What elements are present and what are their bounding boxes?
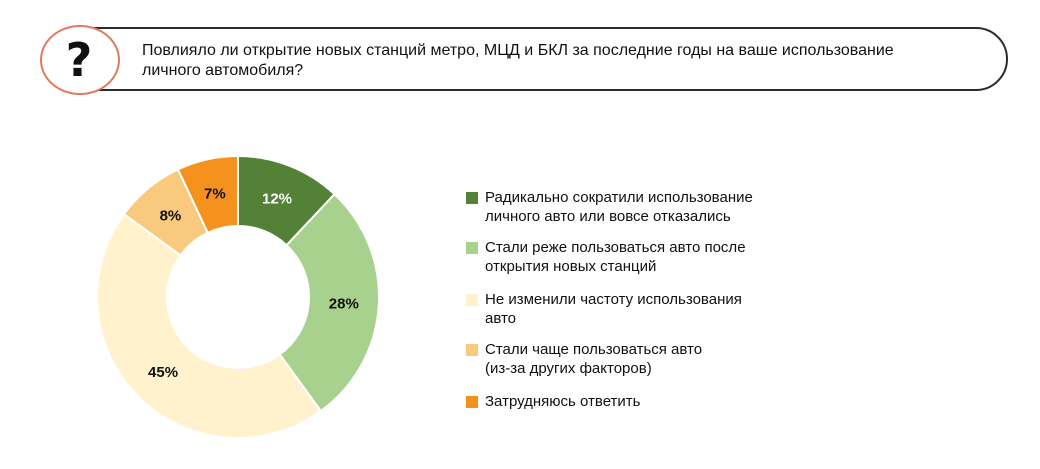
legend-swatch [466,242,478,254]
legend-item-hard-to-say: Затрудняюсь ответить [466,392,826,411]
legend-swatch [466,396,478,408]
question-text-line2: личного автомобиля? [142,62,304,79]
legend-label-line1: Радикально сократили использование [485,189,753,206]
legend-swatch [466,294,478,306]
legend-label-line1: Не изменили частоту использования [485,291,742,308]
question-text-line1: Повлияло ли открытие новых станций метро… [142,42,894,59]
legend-item-use-more: Стали чаще пользоваться авто (из-за друг… [466,340,826,392]
legend-label-line1: Стали реже пользоваться авто после [485,239,746,256]
legend-item-use-less: Стали реже пользоваться авто после откры… [466,238,826,290]
legend-swatch [466,192,478,204]
slice-value-label: 28% [329,296,359,313]
legend-label-line1: Стали чаще пользоваться авто [485,341,703,358]
legend-label-line2: (из-за других факторов) [485,360,652,377]
legend-label-line2: личного авто или вовсе отказались [485,208,731,225]
slice-value-label: 12% [262,190,292,207]
slice-value-label: 7% [204,186,226,203]
legend-item-radically-reduced: Радикально сократили использование лично… [466,188,826,238]
question-mark-icon: ? [65,33,93,87]
donut-slice [176,154,239,235]
donut-slice [278,192,380,413]
legend-item-no-change: Не изменили частоту использования авто [466,290,826,340]
legend-label-line1: Затрудняюсь ответить [485,393,641,410]
question-banner [44,27,1008,91]
donut-slice [96,212,323,439]
legend-swatch [466,344,478,356]
slice-value-label: 8% [160,207,182,224]
slice-value-label: 45% [148,364,178,381]
chart-legend: Радикально сократили использование лично… [466,188,826,411]
question-badge [40,25,120,95]
legend-label-line2: открытия новых станций [485,258,657,275]
legend-label-line2: авто [485,310,517,327]
question-text: Повлияло ли открытие новых станций метро… [142,41,982,81]
